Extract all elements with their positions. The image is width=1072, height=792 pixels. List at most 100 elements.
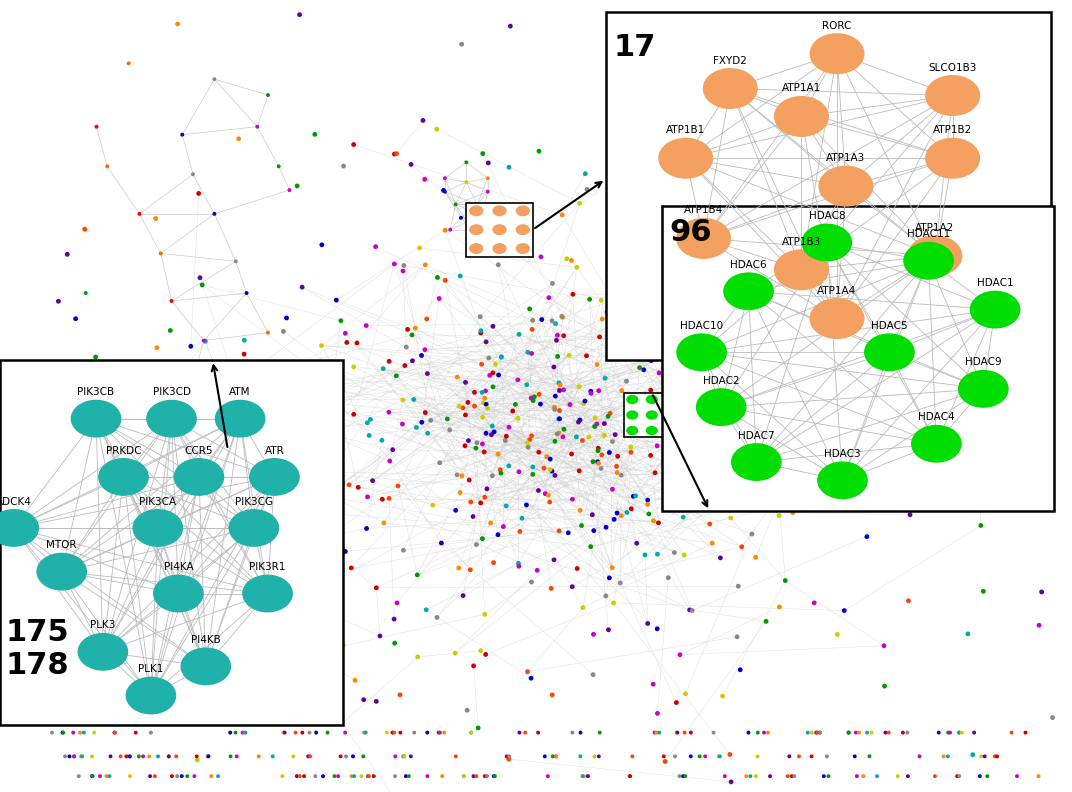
Point — [546, 360, 563, 373]
Point — [345, 770, 362, 782]
Point — [688, 252, 705, 265]
Point — [237, 726, 254, 739]
Point — [847, 318, 864, 330]
Point — [237, 516, 254, 529]
Point — [65, 750, 83, 763]
Point — [391, 688, 408, 701]
Point — [972, 750, 989, 763]
Point — [497, 430, 515, 443]
Point — [531, 446, 548, 459]
Circle shape — [697, 389, 746, 425]
Point — [521, 433, 538, 446]
Text: PLK1: PLK1 — [138, 664, 164, 674]
Point — [644, 678, 661, 691]
Point — [756, 191, 773, 204]
Point — [394, 394, 412, 406]
Point — [740, 726, 757, 739]
Text: PIK3CB: PIK3CB — [77, 387, 115, 398]
Point — [1028, 468, 1045, 481]
Point — [227, 255, 244, 268]
Point — [571, 197, 589, 210]
Point — [549, 350, 566, 363]
Point — [163, 461, 180, 474]
Point — [967, 503, 984, 516]
Point — [619, 506, 636, 519]
Point — [99, 160, 116, 173]
Point — [203, 770, 220, 782]
Point — [520, 441, 537, 454]
Point — [847, 726, 864, 739]
Point — [600, 446, 617, 459]
Point — [555, 329, 572, 342]
Point — [453, 38, 471, 51]
Point — [678, 467, 695, 480]
Point — [544, 277, 561, 290]
Point — [870, 303, 888, 316]
Point — [429, 611, 446, 624]
Point — [570, 380, 587, 393]
Point — [596, 429, 613, 442]
Point — [803, 750, 820, 763]
Point — [333, 717, 351, 729]
Point — [417, 258, 434, 271]
Text: ATP1A2: ATP1A2 — [915, 223, 954, 233]
Point — [799, 726, 816, 739]
Point — [701, 428, 718, 440]
Point — [676, 726, 694, 739]
Point — [524, 314, 541, 326]
Point — [551, 413, 568, 425]
Point — [561, 349, 578, 362]
Point — [902, 508, 919, 521]
Circle shape — [926, 76, 980, 116]
Point — [612, 577, 629, 589]
Point — [536, 750, 553, 763]
Point — [468, 436, 486, 449]
Point — [547, 318, 564, 330]
Point — [368, 695, 385, 708]
Point — [479, 402, 496, 414]
Point — [343, 562, 360, 574]
Point — [267, 536, 284, 549]
Text: HDAC7: HDAC7 — [739, 431, 775, 440]
Point — [162, 324, 179, 337]
Point — [277, 726, 294, 739]
Point — [675, 371, 693, 384]
Point — [517, 726, 534, 739]
Point — [630, 389, 647, 402]
Point — [780, 750, 798, 763]
Point — [464, 510, 481, 523]
Text: ATP1A3: ATP1A3 — [827, 153, 865, 163]
Point — [189, 754, 206, 767]
Point — [227, 726, 244, 739]
Circle shape — [646, 411, 657, 419]
Point — [281, 406, 298, 418]
Point — [818, 750, 835, 763]
Point — [315, 357, 332, 370]
Point — [667, 396, 684, 409]
Point — [651, 367, 668, 379]
Point — [665, 456, 682, 469]
Circle shape — [810, 299, 864, 338]
Point — [109, 366, 126, 379]
Point — [355, 693, 372, 706]
Point — [296, 770, 313, 782]
Point — [537, 487, 554, 500]
Point — [457, 376, 474, 389]
Point — [753, 381, 770, 394]
Circle shape — [243, 575, 293, 611]
Point — [579, 770, 596, 782]
Text: ATP1B3: ATP1B3 — [781, 237, 821, 247]
Circle shape — [258, 475, 269, 483]
Point — [118, 750, 135, 763]
Circle shape — [904, 242, 953, 279]
Point — [701, 364, 718, 377]
Point — [706, 405, 724, 417]
Point — [328, 294, 345, 307]
Point — [585, 628, 602, 641]
Circle shape — [250, 459, 299, 495]
Point — [288, 180, 306, 192]
Point — [467, 442, 485, 455]
Point — [609, 466, 626, 479]
Point — [553, 208, 570, 221]
Point — [435, 184, 452, 196]
